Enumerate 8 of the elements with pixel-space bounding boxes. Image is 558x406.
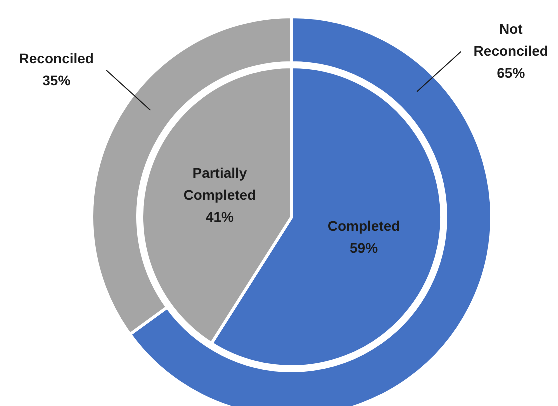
data-label: 59% xyxy=(350,240,379,256)
slice-label: Partially Completed xyxy=(184,164,256,203)
data-label: 65% xyxy=(497,64,526,81)
slice-label: Reconciled xyxy=(19,50,94,66)
data-label: 35% xyxy=(42,72,72,88)
slice-label: Completed xyxy=(328,218,400,234)
data-label: 41% xyxy=(206,208,235,225)
slice-label: Not Reconciled xyxy=(474,20,549,59)
